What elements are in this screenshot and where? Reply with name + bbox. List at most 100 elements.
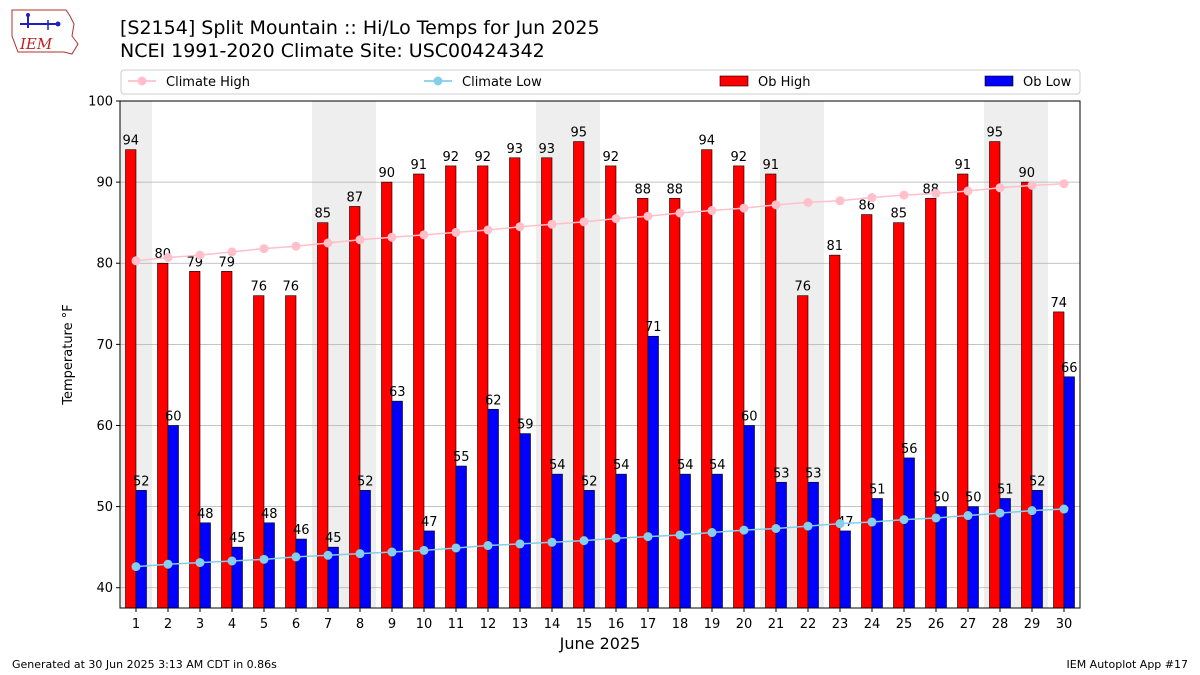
climate-high-point xyxy=(899,190,909,200)
ob-low-label: 63 xyxy=(389,385,406,400)
ob-high-bar xyxy=(925,198,937,609)
climate-low-point xyxy=(1059,504,1069,514)
ob-low-label: 50 xyxy=(933,491,950,506)
legend: Climate High Climate Low Ob High Ob Low xyxy=(120,69,1081,95)
x-tick-label: 14 xyxy=(544,617,561,632)
ob-low-label: 47 xyxy=(421,515,438,530)
climate-low-point xyxy=(931,513,941,523)
ob-low-bar xyxy=(519,433,531,609)
plot-frame xyxy=(119,100,1081,609)
ob-high-label: 92 xyxy=(602,150,619,165)
climate-high-point xyxy=(355,235,365,245)
climate-high-point xyxy=(547,219,557,229)
ob-low-label: 52 xyxy=(357,474,374,489)
ob-low-bar xyxy=(1063,376,1075,609)
ob-low-bar xyxy=(679,473,691,609)
ob-high-bar xyxy=(733,165,745,609)
x-tick-label: 29 xyxy=(1024,617,1041,632)
x-tick-label: 16 xyxy=(608,617,625,632)
ob-high-label: 76 xyxy=(794,280,811,295)
ob-low-label: 51 xyxy=(869,482,886,497)
x-tick-label: 30 xyxy=(1056,617,1073,632)
climate-low-point xyxy=(483,541,493,551)
ob-high-label: 93 xyxy=(538,142,555,157)
x-axis-label: June 2025 xyxy=(559,634,641,653)
x-tick-label: 24 xyxy=(864,617,881,632)
x-tick-label: 10 xyxy=(416,617,433,632)
ob-high-label: 90 xyxy=(378,166,395,181)
ob-high-label: 86 xyxy=(858,199,875,214)
climate-low-point xyxy=(739,525,749,535)
x-tick-label: 15 xyxy=(576,617,593,632)
climate-low-point xyxy=(131,562,141,572)
iem-logo: IEM xyxy=(8,6,80,60)
ob-low-bar xyxy=(263,522,275,609)
y-tick-label: 70 xyxy=(96,338,113,353)
climate-low-point xyxy=(547,537,557,547)
climate-high-point xyxy=(259,244,269,254)
ob-high-bar xyxy=(701,149,713,609)
climate-low-point xyxy=(387,547,397,557)
x-tick-label: 19 xyxy=(704,617,721,632)
ob-high-bar xyxy=(669,198,681,609)
x-tick-label: 25 xyxy=(896,617,913,632)
climate-high-point xyxy=(579,217,589,227)
ob-low-bar xyxy=(647,335,659,609)
ob-low-label: 59 xyxy=(517,418,534,433)
ob-low-bar xyxy=(871,498,883,609)
x-tick-label: 3 xyxy=(196,617,204,632)
ob-high-bar xyxy=(1021,181,1033,609)
ob-high-label: 95 xyxy=(570,126,587,141)
ob-high-label: 94 xyxy=(698,134,715,149)
climate-high-point xyxy=(931,188,941,198)
logo-text: IEM xyxy=(19,35,53,53)
x-tick-label: 17 xyxy=(640,617,657,632)
climate-high-point xyxy=(227,247,237,257)
legend-climate-low-marker xyxy=(433,76,443,86)
climate-low-point xyxy=(419,545,429,555)
ob-high-bar xyxy=(125,149,137,609)
ob-low-label: 60 xyxy=(741,409,758,424)
chart-title: [S2154] Split Mountain :: Hi/Lo Temps fo… xyxy=(120,17,600,39)
ob-low-label: 48 xyxy=(197,507,214,522)
x-tick-label: 26 xyxy=(928,617,945,632)
ob-high-label: 74 xyxy=(1050,296,1067,311)
climate-low-point xyxy=(835,519,845,529)
ob-low-label: 60 xyxy=(165,409,182,424)
climate-high-point xyxy=(451,227,461,237)
ob-low-label: 54 xyxy=(613,458,630,473)
climate-high-point xyxy=(835,196,845,206)
climate-high-point xyxy=(483,225,493,235)
y-tick-label: 90 xyxy=(96,176,113,191)
climate-high-point xyxy=(419,230,429,240)
ob-low-bar xyxy=(295,538,307,609)
x-tick-label: 18 xyxy=(672,617,689,632)
climate-high-point xyxy=(163,253,173,263)
x-tick-label: 23 xyxy=(832,617,849,632)
ob-low-label: 54 xyxy=(677,458,694,473)
climate-low-point xyxy=(707,528,717,538)
climate-high-point xyxy=(867,193,877,203)
y-tick-label: 80 xyxy=(96,257,113,272)
ob-high-bar xyxy=(285,295,297,609)
climate-low-point xyxy=(899,515,909,525)
climate-low-point xyxy=(579,536,589,546)
ob-low-label: 52 xyxy=(133,474,150,489)
climate-high-point xyxy=(611,214,621,224)
ob-high-label: 93 xyxy=(506,142,523,157)
climate-low-point xyxy=(995,508,1005,518)
ob-high-bar xyxy=(349,206,361,609)
climate-high-point xyxy=(643,211,653,221)
ob-high-bar xyxy=(189,271,201,609)
climate-high-point xyxy=(291,241,301,251)
x-tick-label: 5 xyxy=(260,617,268,632)
ob-high-bar xyxy=(765,173,777,609)
ob-high-label: 85 xyxy=(890,207,907,222)
climate-low-point xyxy=(963,511,973,521)
ob-low-label: 45 xyxy=(325,531,342,546)
ob-high-label: 92 xyxy=(730,150,747,165)
ob-low-bar xyxy=(775,481,787,609)
ob-high-label: 79 xyxy=(218,255,235,270)
legend-climate-high-label: Climate High xyxy=(166,75,250,90)
